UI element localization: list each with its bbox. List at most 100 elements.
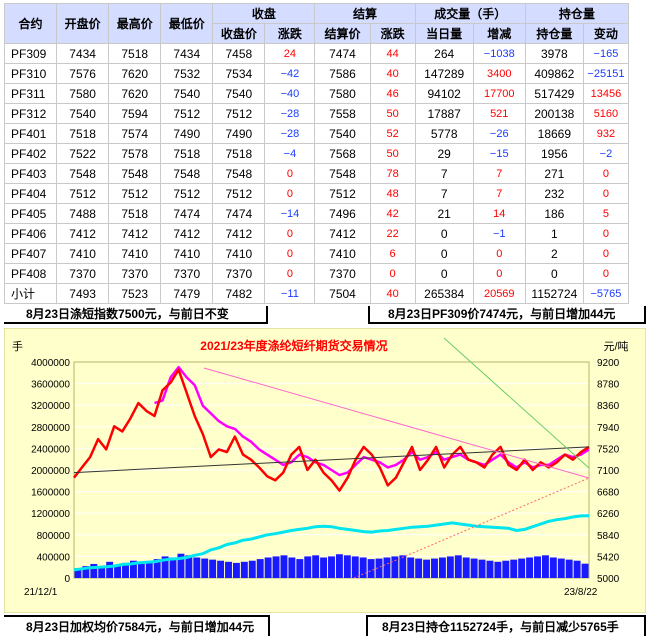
note-weighted: 8月23日加权均价7584元，与前日增加44元 [4,615,270,636]
volume-bar [137,563,145,578]
volume-bar [312,555,320,578]
cell-vol-chg: 14 [472,203,526,224]
cell-vol-chg: 7 [472,183,526,204]
cell-oi: 2 [524,243,584,264]
futures-table-container: 合约 开盘价 最高价 最低价 收盘 结算 成交量（手） 持仓量 收盘价 涨跌 结… [3,3,630,304]
table-body: PF309 7434 7518 7434 7458 24 7474 44 264 −1038 397… [3,43,630,304]
volume-bar [122,562,129,578]
cell-settle: 7540 [314,123,371,144]
volume-bar [534,556,541,578]
cell-close-chg: 0 [264,263,316,284]
cell-high: 7410 [108,243,162,264]
cell-code: PF309 [3,43,58,64]
volume-bar [256,559,264,578]
volume-bar [328,556,335,578]
cell-code: PF406 [3,223,58,244]
volume-bar [470,558,478,578]
volume-bar [177,553,185,578]
cell-vol-chg: 0 [472,263,526,284]
col-close: 收盘价 [212,23,266,44]
volume-bar [486,560,494,578]
left-tick-label: 2800000 [31,423,70,434]
volume-bar [494,561,502,578]
cell-open: 7434 [56,43,110,64]
volume-bar [280,555,288,578]
cell-vol-chg: 7 [472,163,526,184]
cell-oi: 200138 [524,103,584,124]
cell-vol: 17887 [414,103,474,124]
cell-oi-chg: −165 [582,43,630,64]
cell-low: 7479 [160,283,214,304]
table-row: PF403 7548 7548 7548 7548 0 7548 78 7 7 271 0 [3,163,630,184]
cell-settle: 7504 [314,283,371,304]
cell-vol-chg: 521 [472,103,526,124]
col-oi-chg: 变动 [582,23,630,44]
cell-settle-chg: 46 [369,83,416,104]
cell-settle: 7548 [314,163,371,184]
volume-bar [264,557,272,578]
col-group-volume: 成交量（手） [414,3,526,24]
volume-bar [209,559,217,578]
cell-code: PF405 [3,203,58,224]
cell-low: 7434 [160,43,214,64]
note-pf309: 8月23日PF309价7474元，与前日增加44元 [368,306,646,324]
left-tick-label: 2400000 [31,444,70,455]
volume-bar [423,559,431,578]
right-tick-label: 8780 [597,380,620,391]
table-row: PF311 7580 7620 7540 7540 −40 7580 46 94102 17700… [3,83,630,104]
cell-settle-chg: 40 [369,283,416,304]
volume-bar [502,560,510,578]
cell-vol: 264 [414,43,474,64]
cell-oi-chg: 5160 [582,103,630,124]
note-index: 8月23日涤短指数7500元，与前日不变 [4,306,268,324]
cell-settle: 7474 [314,43,371,64]
chart-ticks: 4000000360000032000002800000240000020000… [31,358,620,585]
cell-vol-chg: −15 [472,143,526,164]
col-group-settle: 结算 [314,3,416,24]
volume-bar [518,558,526,578]
cell-settle-chg: 52 [369,123,416,144]
volume-bar [225,561,232,578]
volume-bar [74,568,82,578]
volume-bar [581,563,589,578]
cell-vol: 7 [414,163,474,184]
cell-close-chg: 0 [264,223,316,244]
cell-code: PF403 [3,163,58,184]
right-tick-label: 8360 [597,401,620,412]
volume-bar [98,567,106,578]
volume-bar [82,566,90,578]
cell-close-chg: −28 [264,103,316,124]
cell-oi-chg: 0 [582,223,630,244]
cell-vol: 0 [414,243,474,264]
cell-settle-chg: 44 [369,43,416,64]
cell-vol: 5778 [414,123,474,144]
cell-code: PF401 [3,123,58,144]
volume-bar [193,557,201,578]
cell-close-chg: 0 [264,243,316,264]
open-interest-line [73,514,590,572]
cell-oi: 517429 [524,83,584,104]
volume-bar [232,562,240,578]
cell-settle: 7410 [314,243,371,264]
right-tick-label: 9200 [597,358,620,369]
volume-bar [248,560,256,578]
volume-bar [169,557,177,578]
col-group-oi: 持仓量 [524,3,630,24]
table-row: PF312 7540 7594 7512 7512 −28 7558 50 17887 521 20… [3,103,630,124]
futures-table: 合约 开盘价 最高价 最低价 收盘 结算 成交量（手） 持仓量 收盘价 涨跌 结… [3,3,630,304]
cell-low: 7474 [160,203,214,224]
cell-settle-chg: 42 [369,203,416,224]
volume-bar [185,555,193,578]
cell-settle: 7512 [314,183,371,204]
left-tick-label: 1600000 [31,488,70,499]
table-row: PF309 7434 7518 7434 7458 24 7474 44 264 −1038 397… [3,43,630,64]
table-row: PF310 7576 7620 7532 7534 −42 7586 40 147289 3400… [3,63,630,84]
col-close-chg: 涨跌 [264,23,316,44]
cell-high: 7548 [108,163,162,184]
cell-high: 7574 [108,123,162,144]
cell-oi: 232 [524,183,584,204]
cell-close-chg: −40 [264,83,316,104]
cell-high: 7620 [108,63,162,84]
cell-settle: 7370 [314,263,371,284]
cell-close: 7518 [212,143,266,164]
